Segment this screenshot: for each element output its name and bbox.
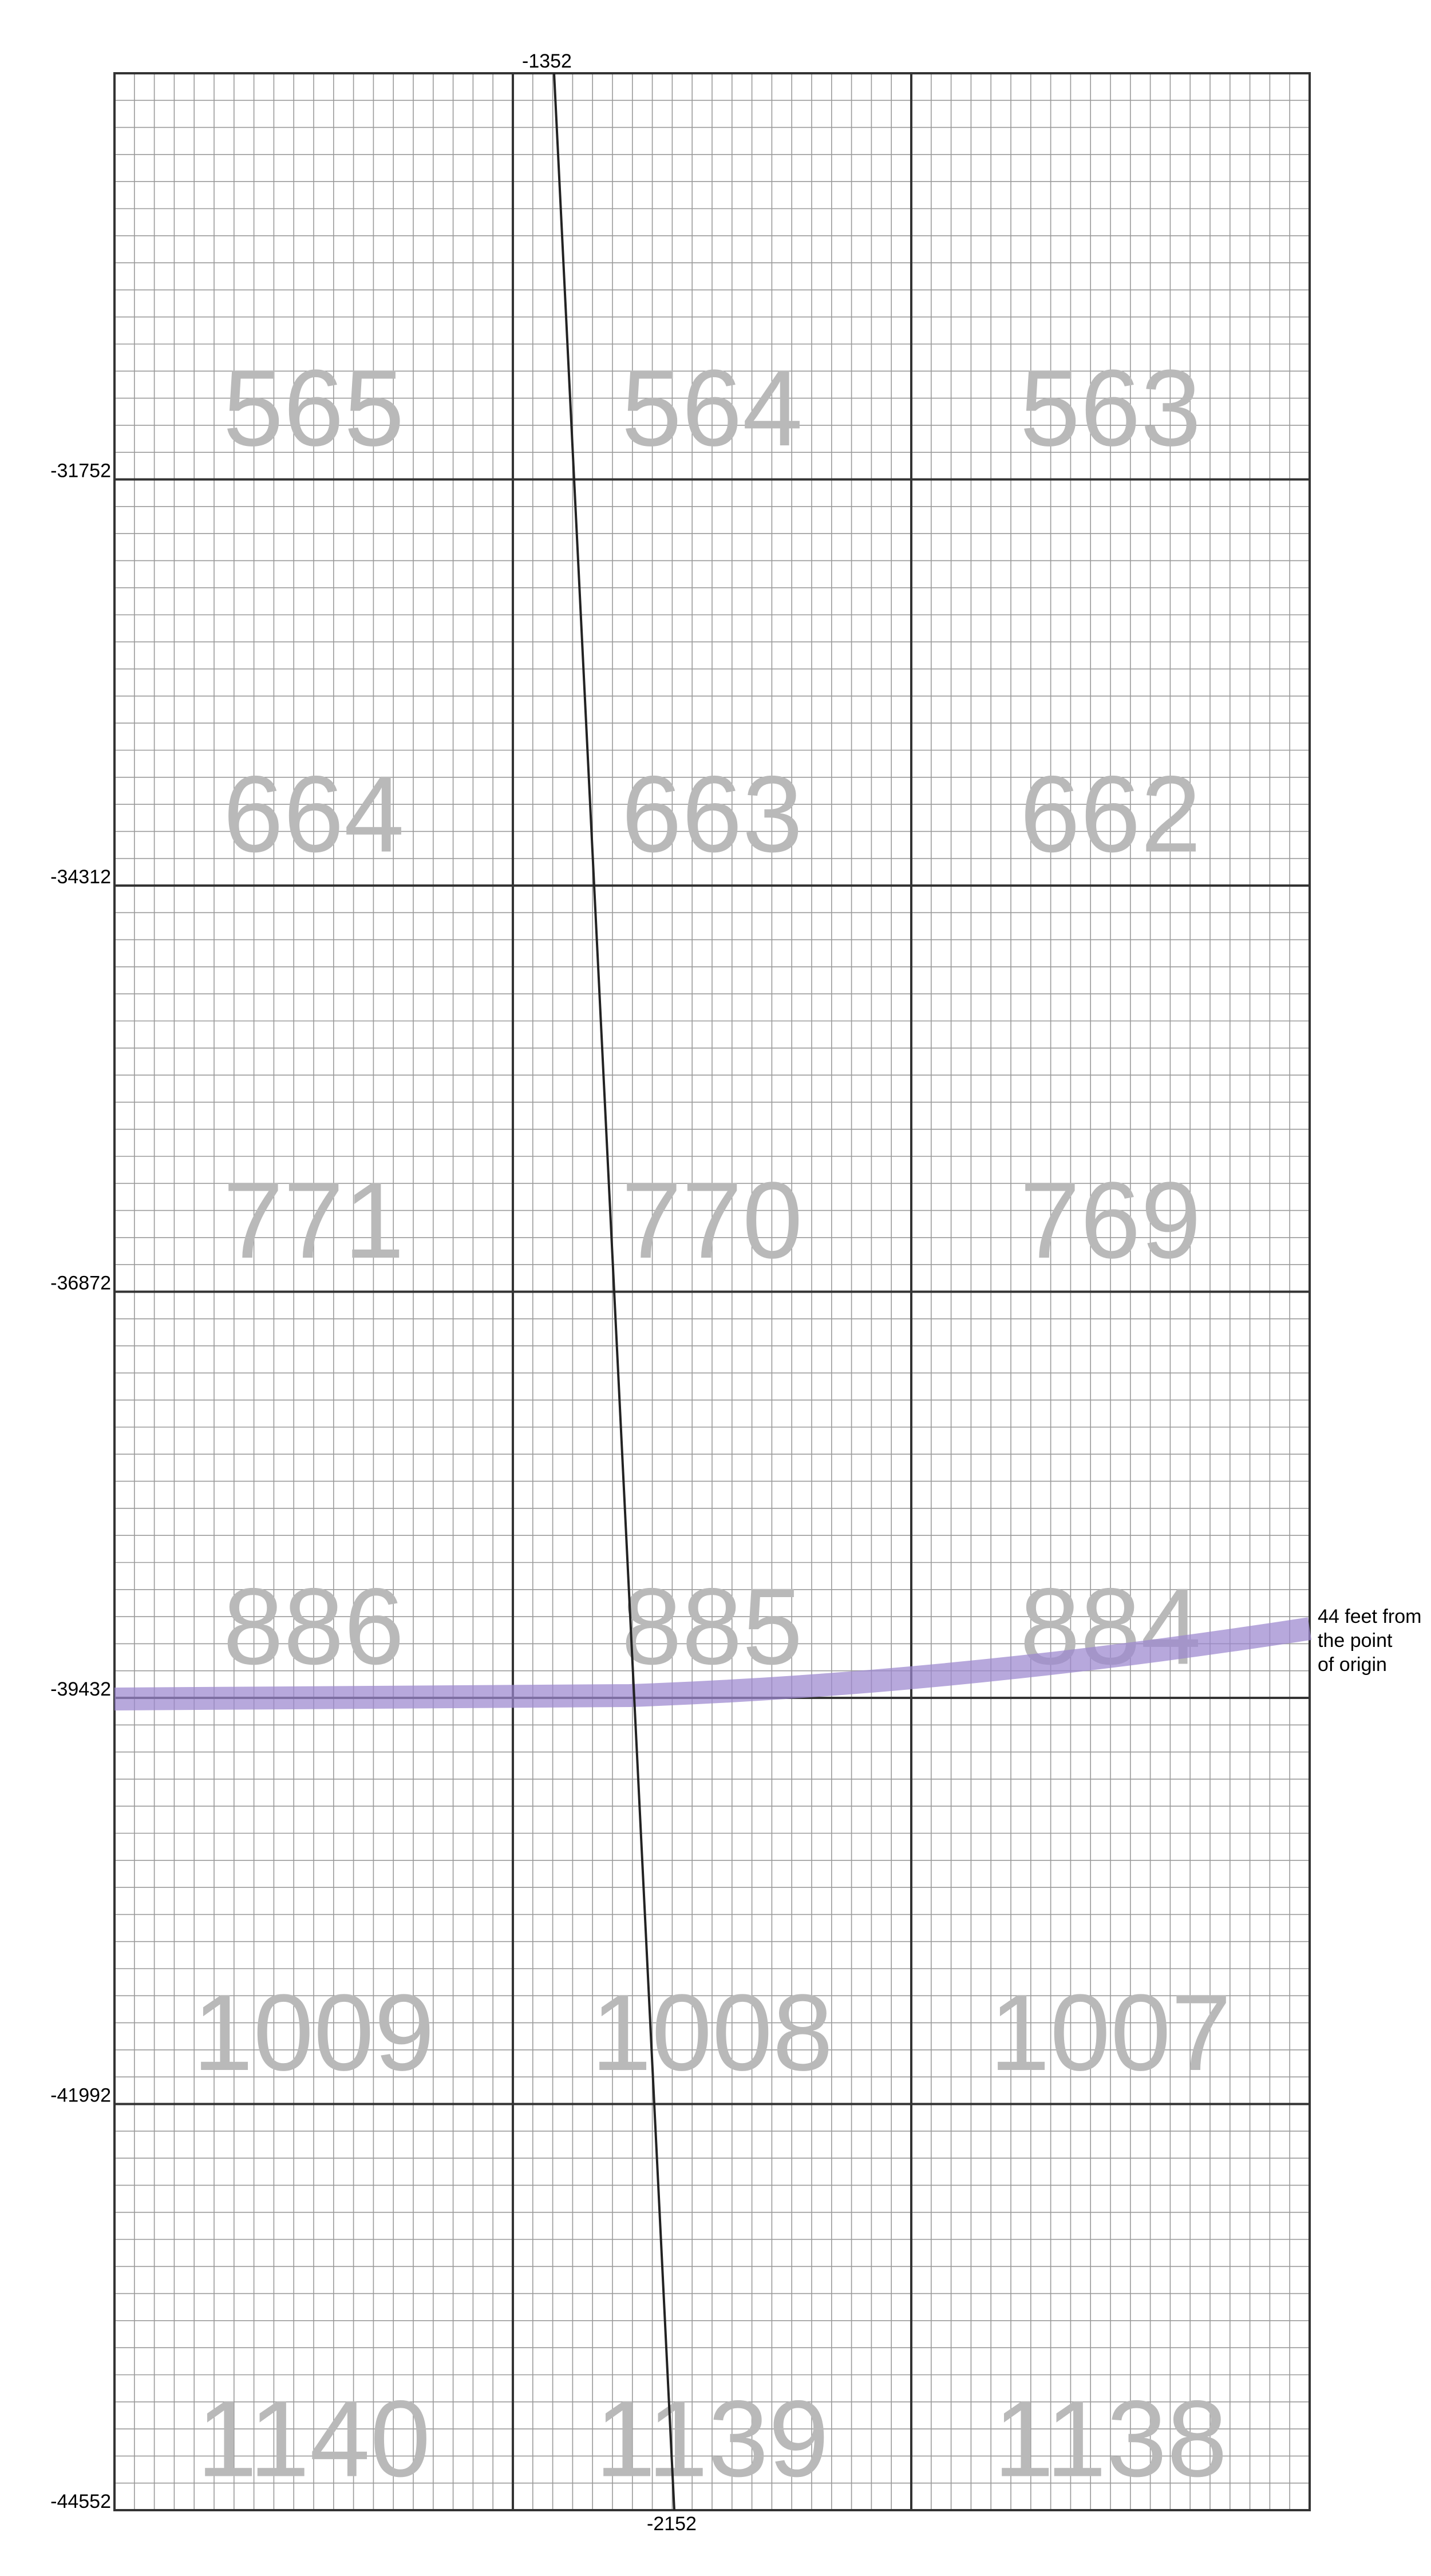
cell-number: 769 [1019, 1160, 1201, 1281]
cell-number: 770 [621, 1160, 803, 1281]
row-coordinate-label: -34312 [50, 866, 111, 888]
highlight-band [114, 1617, 1312, 1710]
cell-number: 663 [621, 754, 803, 875]
row-coordinate-label: -31752 [50, 460, 111, 482]
row-coordinate-label: -44552 [50, 2491, 111, 2512]
top-coordinate-label: -1352 [522, 50, 572, 72]
annotation-line-1: 44 feet from [1318, 1606, 1421, 1627]
annotation-line-2: the point [1318, 1630, 1393, 1652]
cell-number: 565 [223, 347, 404, 469]
row-coordinate-label: -36872 [50, 1273, 111, 1294]
cell-number: 771 [223, 1160, 404, 1281]
cell-number: 1139 [595, 2379, 829, 2500]
cell-number: 662 [1019, 754, 1201, 875]
row-coordinate-label: -41992 [50, 2085, 111, 2107]
cell-number: 885 [621, 1566, 803, 1688]
row-labels: -31752 -34312 -36872 -39432 -41992 -44552 [50, 460, 111, 2513]
cell-number: 664 [223, 754, 404, 875]
annotation: 44 feet from the point of origin [1318, 1606, 1421, 1676]
row-coordinate-label: -39432 [50, 1678, 111, 1700]
cell-number: 1007 [990, 1972, 1232, 2093]
cell-number: 1138 [994, 2379, 1228, 2500]
annotation-line-3: of origin [1318, 1654, 1387, 1676]
survey-line [553, 73, 675, 2511]
bottom-coordinate-label: -2152 [647, 2513, 697, 2535]
cell-number: 564 [621, 347, 803, 469]
cell-number: 1140 [197, 2379, 431, 2500]
cell-number: 563 [1019, 347, 1201, 469]
cell-number: 1009 [193, 1972, 435, 2093]
cell-number: 886 [223, 1566, 404, 1688]
major-grid [113, 72, 1311, 2511]
cell-number: 1008 [591, 1972, 833, 2093]
